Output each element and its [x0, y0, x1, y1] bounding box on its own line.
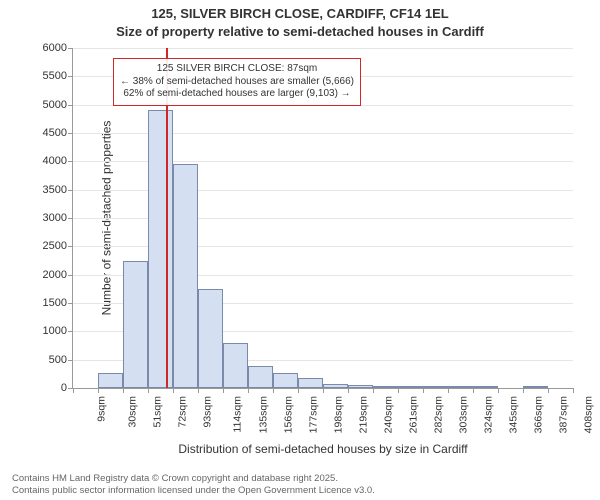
xtick-label: 51sqm [152, 396, 164, 428]
plot-area: Number of semi-detached properties Distr… [72, 48, 573, 389]
histogram-bar [423, 386, 448, 388]
histogram-bar [123, 261, 148, 389]
ytick-mark [68, 105, 73, 106]
xtick-mark [298, 388, 299, 393]
xtick-label: 9sqm [96, 396, 108, 422]
xtick-mark [148, 388, 149, 393]
ytick-label: 3000 [29, 212, 67, 224]
ytick-mark [68, 48, 73, 49]
xtick-mark [473, 388, 474, 393]
histogram-bar [448, 386, 473, 388]
title-line2: Size of property relative to semi-detach… [0, 24, 600, 39]
ytick-mark [68, 331, 73, 332]
xtick-label: 135sqm [257, 396, 269, 433]
xtick-mark [348, 388, 349, 393]
footer-line1: Contains HM Land Registry data © Crown c… [12, 473, 375, 484]
histogram-bar [173, 164, 198, 388]
attribution-footer: Contains HM Land Registry data © Crown c… [12, 473, 375, 496]
histogram-bar [523, 386, 548, 388]
xtick-label: 198sqm [332, 396, 344, 433]
chart-container: 125, SILVER BIRCH CLOSE, CARDIFF, CF14 1… [0, 0, 600, 500]
ytick-mark [68, 275, 73, 276]
histogram-bar [298, 378, 323, 388]
xtick-mark [98, 388, 99, 393]
ytick-label: 1500 [29, 297, 67, 309]
ytick-label: 500 [29, 354, 67, 366]
ytick-label: 2000 [29, 269, 67, 281]
xtick-label: 324sqm [482, 396, 494, 433]
xtick-mark [123, 388, 124, 393]
histogram-bar [148, 110, 173, 388]
xtick-label: 240sqm [382, 396, 394, 433]
xtick-label: 261sqm [407, 396, 419, 433]
histogram-bar [223, 343, 248, 388]
xtick-mark [523, 388, 524, 393]
ytick-label: 4000 [29, 155, 67, 167]
ytick-label: 2500 [29, 240, 67, 252]
xtick-mark [173, 388, 174, 393]
ytick-mark [68, 133, 73, 134]
histogram-bar [198, 289, 223, 388]
title-line1: 125, SILVER BIRCH CLOSE, CARDIFF, CF14 1… [0, 6, 600, 21]
histogram-bar [98, 373, 123, 388]
xtick-mark [448, 388, 449, 393]
ytick-mark [68, 303, 73, 304]
histogram-bar [373, 386, 398, 388]
ytick-mark [68, 161, 73, 162]
xtick-mark [248, 388, 249, 393]
histogram-bar [273, 373, 298, 388]
ytick-mark [68, 190, 73, 191]
xtick-label: 408sqm [582, 396, 594, 433]
xtick-mark [373, 388, 374, 393]
histogram-bar [248, 366, 273, 388]
ytick-label: 0 [29, 382, 67, 394]
xtick-label: 30sqm [127, 396, 139, 428]
ytick-label: 4500 [29, 127, 67, 139]
xtick-label: 219sqm [357, 396, 369, 433]
xtick-label: 114sqm [232, 396, 244, 433]
ytick-mark [68, 246, 73, 247]
histogram-bar [398, 386, 423, 388]
xtick-label: 366sqm [532, 396, 544, 433]
gridline [73, 48, 573, 49]
xtick-label: 72sqm [177, 396, 189, 428]
xtick-mark [273, 388, 274, 393]
xtick-label: 282sqm [432, 396, 444, 433]
x-axis-label: Distribution of semi-detached houses by … [73, 442, 573, 456]
xtick-mark [73, 388, 74, 393]
xtick-mark [198, 388, 199, 393]
annotation-box: 125 SILVER BIRCH CLOSE: 87sqm← 38% of se… [113, 58, 361, 106]
ytick-label: 3500 [29, 184, 67, 196]
xtick-mark [548, 388, 549, 393]
xtick-label: 177sqm [307, 396, 319, 433]
xtick-mark [498, 388, 499, 393]
ytick-label: 5500 [29, 70, 67, 82]
ytick-mark [68, 360, 73, 361]
xtick-label: 345sqm [507, 396, 519, 433]
xtick-mark [423, 388, 424, 393]
histogram-bar [348, 385, 373, 388]
annotation-line: 125 SILVER BIRCH CLOSE: 87sqm [120, 63, 354, 76]
ytick-label: 6000 [29, 42, 67, 54]
footer-line2: Contains public sector information licen… [12, 485, 375, 496]
xtick-label: 387sqm [557, 396, 569, 433]
ytick-label: 1000 [29, 325, 67, 337]
xtick-label: 93sqm [202, 396, 214, 428]
histogram-bar [473, 386, 498, 388]
histogram-bar [323, 384, 348, 388]
ytick-label: 5000 [29, 99, 67, 111]
xtick-mark [573, 388, 574, 393]
xtick-mark [398, 388, 399, 393]
xtick-label: 303sqm [457, 396, 469, 433]
ytick-mark [68, 76, 73, 77]
xtick-mark [323, 388, 324, 393]
xtick-label: 156sqm [282, 396, 294, 433]
xtick-mark [223, 388, 224, 393]
annotation-line: ← 38% of semi-detached houses are smalle… [120, 76, 354, 89]
ytick-mark [68, 218, 73, 219]
annotation-line: 62% of semi-detached houses are larger (… [120, 88, 354, 101]
